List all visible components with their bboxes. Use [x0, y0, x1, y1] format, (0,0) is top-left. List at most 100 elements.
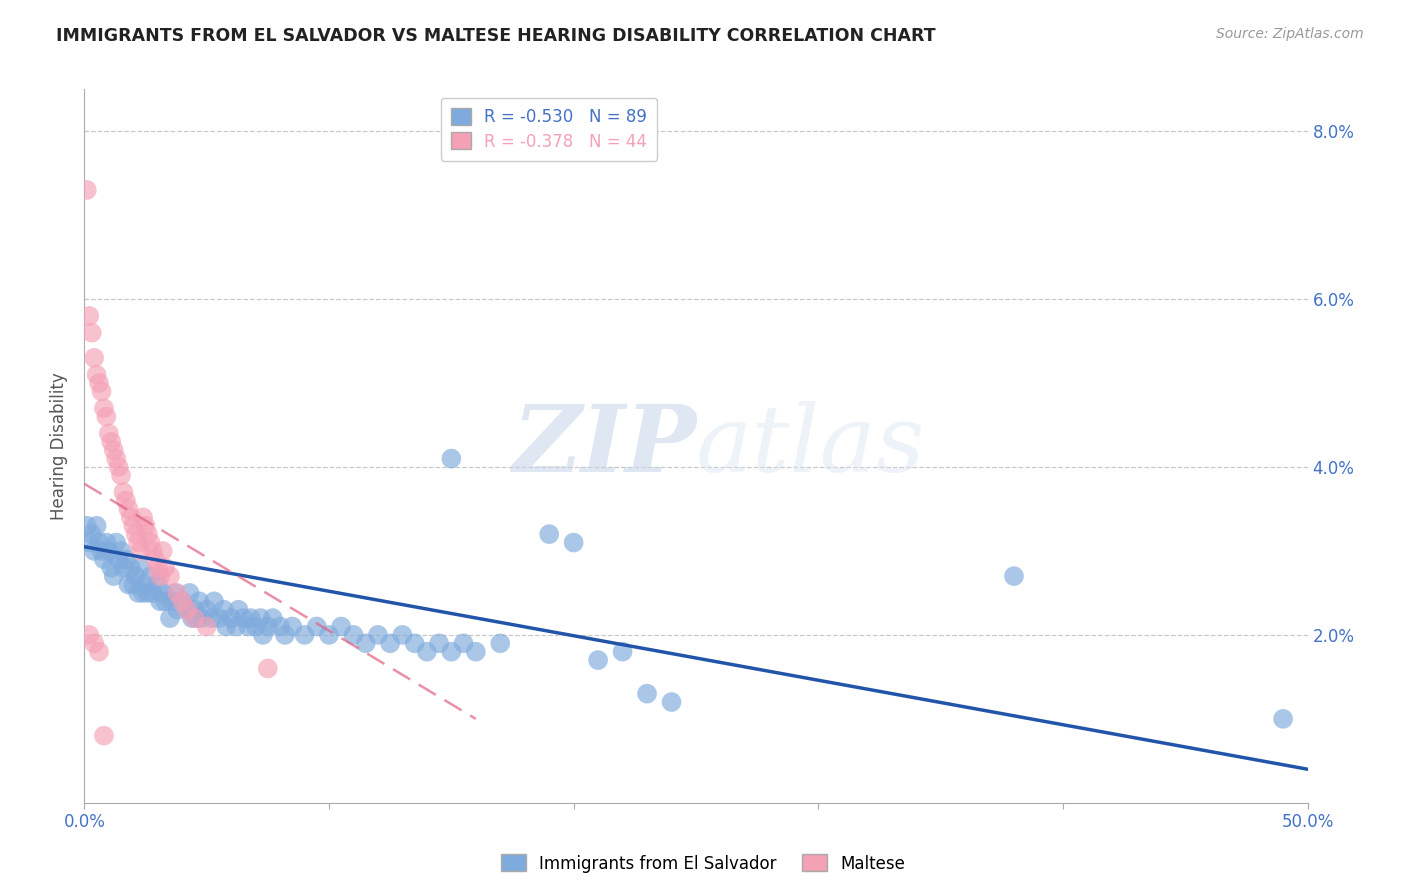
Point	[416, 645, 439, 659]
Point	[110, 544, 132, 558]
Point	[172, 594, 194, 608]
Point	[149, 594, 172, 608]
Point	[135, 518, 157, 533]
Point	[228, 603, 250, 617]
Point	[464, 645, 486, 659]
Point	[139, 535, 162, 549]
Point	[380, 636, 402, 650]
Point	[77, 628, 100, 642]
Point	[225, 619, 247, 633]
Text: atlas: atlas	[696, 401, 925, 491]
Point	[215, 619, 238, 633]
Point	[115, 552, 138, 566]
Point	[80, 527, 103, 541]
Point	[354, 636, 377, 650]
Point	[115, 493, 138, 508]
Point	[188, 594, 211, 608]
Point	[87, 645, 110, 659]
Point	[142, 586, 165, 600]
Point	[274, 628, 297, 642]
Point	[110, 468, 132, 483]
Point	[453, 636, 475, 650]
Point	[183, 603, 205, 617]
Point	[83, 351, 105, 365]
Point	[636, 687, 658, 701]
Point	[100, 434, 122, 449]
Point	[404, 636, 426, 650]
Point	[127, 535, 149, 549]
Point	[83, 544, 105, 558]
Point	[1002, 569, 1025, 583]
Point	[77, 535, 100, 549]
Point	[586, 653, 609, 667]
Point	[143, 552, 166, 566]
Point	[200, 611, 222, 625]
Point	[105, 451, 128, 466]
Point	[96, 409, 118, 424]
Point	[489, 636, 512, 650]
Point	[257, 661, 280, 675]
Text: ZIP: ZIP	[512, 401, 696, 491]
Point	[139, 569, 162, 583]
Point	[612, 645, 634, 659]
Point	[367, 628, 389, 642]
Point	[152, 544, 174, 558]
Point	[183, 611, 205, 625]
Point	[100, 560, 122, 574]
Point	[427, 636, 450, 650]
Point	[146, 577, 169, 591]
Point	[661, 695, 683, 709]
Point	[191, 611, 214, 625]
Point	[136, 586, 159, 600]
Point	[440, 645, 463, 659]
Point	[202, 594, 225, 608]
Point	[86, 518, 108, 533]
Point	[149, 569, 172, 583]
Point	[305, 619, 328, 633]
Point	[176, 603, 198, 617]
Point	[77, 309, 100, 323]
Point	[252, 628, 274, 642]
Point	[87, 535, 110, 549]
Text: IMMIGRANTS FROM EL SALVADOR VS MALTESE HEARING DISABILITY CORRELATION CHART: IMMIGRANTS FROM EL SALVADOR VS MALTESE H…	[56, 27, 936, 45]
Point	[86, 368, 108, 382]
Point	[120, 510, 142, 524]
Y-axis label: Hearing Disability: Hearing Disability	[51, 372, 69, 520]
Point	[212, 603, 235, 617]
Point	[281, 619, 304, 633]
Point	[176, 603, 198, 617]
Point	[294, 628, 316, 642]
Point	[153, 560, 176, 574]
Point	[112, 485, 135, 500]
Point	[135, 577, 157, 591]
Point	[107, 460, 129, 475]
Point	[125, 569, 148, 583]
Point	[440, 451, 463, 466]
Point	[117, 577, 139, 591]
Point	[76, 518, 98, 533]
Point	[146, 560, 169, 574]
Point	[97, 426, 120, 441]
Point	[117, 502, 139, 516]
Legend: R = -0.530   N = 89, R = -0.378   N = 44: R = -0.530 N = 89, R = -0.378 N = 44	[441, 97, 657, 161]
Point	[76, 183, 98, 197]
Point	[162, 594, 184, 608]
Point	[107, 552, 129, 566]
Point	[153, 594, 176, 608]
Point	[132, 510, 155, 524]
Point	[112, 560, 135, 574]
Point	[132, 586, 155, 600]
Point	[208, 611, 231, 625]
Point	[159, 569, 181, 583]
Point	[93, 401, 115, 416]
Point	[166, 586, 188, 600]
Point	[80, 326, 103, 340]
Point	[90, 544, 112, 558]
Point	[163, 586, 186, 600]
Point	[195, 603, 218, 617]
Point	[103, 569, 125, 583]
Point	[257, 619, 280, 633]
Text: Source: ZipAtlas.com: Source: ZipAtlas.com	[1216, 27, 1364, 41]
Point	[330, 619, 353, 633]
Point	[186, 611, 208, 625]
